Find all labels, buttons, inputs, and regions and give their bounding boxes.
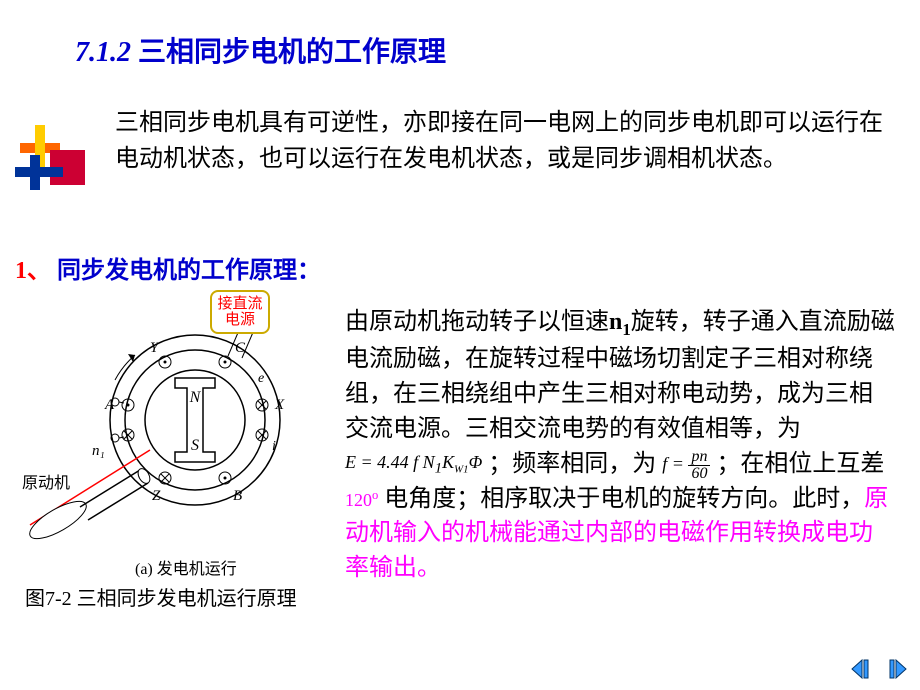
dc-source-label: 接直流 电源 (210, 290, 270, 334)
subsection-row: 1、 同步发电机的工作原理： (15, 250, 321, 285)
emf-label: e (258, 371, 264, 386)
figure-diagram: 接直流 电源 N S Y C A X Z B (20, 290, 330, 610)
formula-emf: E = 4.44 f N1KW1Φ (345, 449, 482, 480)
dc-label-line1: 接直流 (217, 296, 262, 313)
prime-mover-label: 原动机 (22, 474, 70, 492)
body-part3: ；频率相同，为 (488, 451, 656, 477)
body-part1: 由原动机拖动转子以恒速 (345, 309, 609, 335)
subsection-title: 同步发电机的工作原理： (57, 258, 321, 284)
intro-paragraph: 三相同步电机具有可逆性，亦即接在同一电网上的同步电机即可以运行在电动机状态，也可… (115, 105, 885, 177)
n-pole-label: N (189, 389, 202, 406)
speed-label: n₁ (92, 443, 105, 459)
prev-button[interactable] (848, 656, 878, 682)
section-title-row: 7.1.2 三相同步电机的工作原理 (75, 30, 446, 70)
section-number: 7.1.2 (75, 37, 131, 68)
dc-label-line2: 电源 (225, 312, 255, 329)
subsection-number: 1、 (15, 258, 51, 284)
figure-caption: 图7-2 三相同步发电机运行原理 (25, 585, 305, 613)
n1-symbol: n1 (609, 309, 631, 335)
a-terminal: A (104, 397, 115, 413)
y-terminal: Y (150, 340, 160, 356)
section-title: 三相同步电机的工作原理 (138, 37, 446, 68)
b-terminal: B (233, 488, 242, 504)
decoration-graphic (15, 115, 90, 190)
x-terminal: X (274, 397, 285, 413)
next-button[interactable] (880, 656, 910, 682)
nav-buttons (848, 656, 910, 682)
body-paragraph: 由原动机拖动转子以恒速n1旋转，转子通入直流励磁电流励磁，在旋转过程中磁场切割定… (345, 305, 895, 586)
sub-caption-a: (a) 发电机运行 (135, 555, 237, 579)
formula-frequency: f = pn60 (662, 449, 710, 482)
current-label: i (272, 439, 276, 454)
s-pole-label: S (191, 437, 199, 454)
motor-diagram-svg: N S Y C A X Z B e i n₁ (20, 310, 330, 570)
z-terminal: Z (152, 488, 161, 504)
body-part4: ；在相位上互差 (716, 451, 884, 477)
phase-angle: 120o (345, 490, 378, 510)
body-part5: 电角度；相序取决于电机的旋转方向。此时， (384, 486, 864, 512)
